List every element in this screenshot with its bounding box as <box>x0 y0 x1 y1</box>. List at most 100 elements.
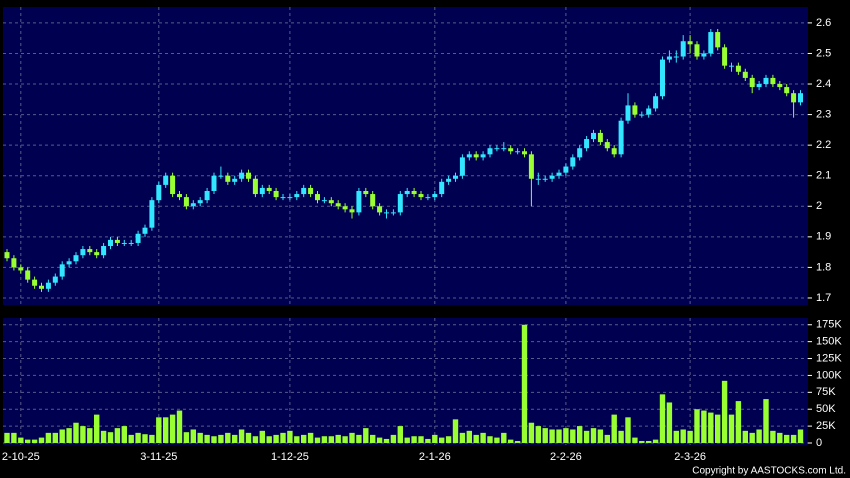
candle-body <box>480 154 486 158</box>
volume-bar <box>459 432 466 443</box>
volume-bar <box>466 430 472 443</box>
volume-bar <box>749 432 755 443</box>
candle-body <box>80 249 86 256</box>
volume-bar <box>390 434 397 443</box>
candle-body <box>680 41 686 57</box>
volume-bar <box>708 412 714 443</box>
y-tick-label: 25K <box>816 420 836 432</box>
candle-body <box>101 246 107 256</box>
y-tick-label: 125K <box>816 352 842 364</box>
volume-bar <box>784 434 790 443</box>
volume-bar <box>121 426 127 443</box>
volume-bar <box>25 439 31 443</box>
volume-bar <box>770 430 776 443</box>
candle-body <box>735 65 741 72</box>
candle-body <box>246 172 251 179</box>
candle-body <box>466 154 472 158</box>
candle-body <box>432 194 438 198</box>
candle-body <box>363 190 369 195</box>
volume-bar <box>363 428 369 443</box>
volume-bar <box>528 422 535 443</box>
y-tick-label: 2 <box>816 200 822 212</box>
volume-bar <box>639 440 645 443</box>
volume-bar <box>169 414 176 443</box>
candle-body <box>535 178 541 180</box>
volume-bar <box>238 429 245 443</box>
candle-body <box>335 203 341 207</box>
volume-bar <box>514 440 521 443</box>
volume-bar <box>280 432 286 443</box>
volume-bar <box>411 436 417 443</box>
volume-bar <box>176 410 183 443</box>
volume-bar <box>335 434 341 443</box>
volume-bar <box>38 437 45 443</box>
candle-body <box>439 181 445 195</box>
volume-bar <box>328 436 334 443</box>
candle-body <box>177 194 182 198</box>
price-panel <box>3 7 808 305</box>
volume-bar <box>31 439 38 443</box>
candle-body <box>639 114 645 116</box>
candle-body <box>163 175 169 185</box>
candle-body <box>625 105 631 121</box>
y-tick-label: 2.3 <box>816 108 831 120</box>
candle-body <box>666 56 672 60</box>
candle-body <box>494 148 500 150</box>
candle-body <box>280 197 286 199</box>
candle-body <box>328 200 334 204</box>
volume-bar <box>218 434 224 443</box>
candle-body <box>239 172 245 179</box>
volume-bar <box>294 436 300 443</box>
candle-body <box>515 151 521 153</box>
volume-bar <box>439 437 445 443</box>
candle-body <box>742 71 748 78</box>
y-tick-label: 2.1 <box>816 170 831 182</box>
candle-body <box>52 276 58 283</box>
volume-bar <box>149 434 155 443</box>
candle-body <box>252 178 258 195</box>
candle-body <box>45 282 51 289</box>
volume-bar <box>508 439 514 443</box>
candle-body <box>687 41 693 45</box>
candle-body <box>225 175 231 182</box>
volume-bar <box>590 428 597 443</box>
volume-bar <box>80 426 86 443</box>
volume-bar <box>673 430 679 443</box>
volume-bar <box>273 434 279 443</box>
y-tick-label: 175K <box>816 319 842 331</box>
volume-bar <box>583 430 590 443</box>
x-tick-label: 1-12-25 <box>271 451 309 463</box>
volume-bar <box>563 428 569 443</box>
volume-bar <box>204 434 210 443</box>
volume-bar <box>728 414 735 443</box>
candle-body <box>418 194 424 198</box>
volume-bar <box>418 436 424 443</box>
candle-body <box>128 242 134 244</box>
volume-bar <box>342 436 348 443</box>
candle-body <box>508 148 514 152</box>
volume-bar <box>487 436 493 443</box>
volume-bar <box>549 429 555 443</box>
candle-body <box>653 96 659 109</box>
candle-body <box>390 212 396 214</box>
candle-body <box>39 285 44 289</box>
volume-bar <box>397 426 403 443</box>
volume-bar <box>232 434 238 443</box>
candle-body <box>356 190 362 213</box>
candle-body <box>673 56 679 58</box>
candle-body <box>791 93 797 103</box>
candle-body <box>197 200 203 204</box>
y-tick-label: 2.4 <box>816 78 831 90</box>
candle-body <box>273 190 279 198</box>
volume-bar <box>287 430 293 443</box>
y-tick-label: 0 <box>816 437 822 449</box>
candle-body <box>342 206 348 210</box>
candle-body <box>577 148 583 158</box>
volume-bar <box>376 437 383 443</box>
volume-bar <box>183 432 190 443</box>
volume-bar <box>370 434 376 443</box>
volume-bar <box>501 432 507 443</box>
volume-bar <box>556 429 562 443</box>
volume-bar <box>425 438 431 443</box>
